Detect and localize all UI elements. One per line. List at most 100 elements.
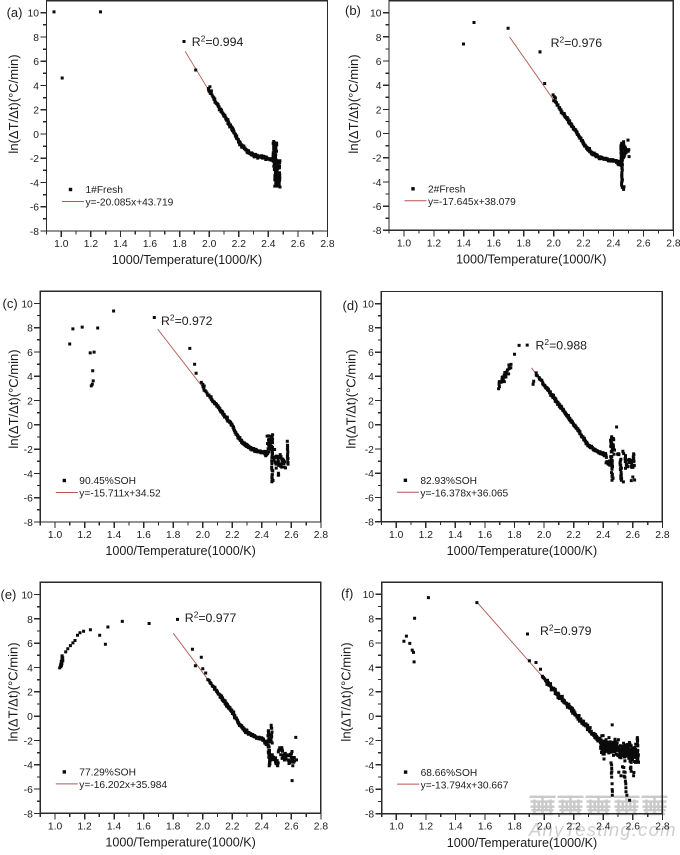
svg-text:8: 8 [376, 33, 382, 44]
svg-text:1000/Temperature(1000/K): 1000/Temperature(1000/K) [105, 544, 256, 558]
svg-text:2.4: 2.4 [606, 238, 621, 249]
svg-text:-6: -6 [30, 203, 39, 214]
svg-text:y=-20.085x+43.719: y=-20.085x+43.719 [86, 198, 174, 209]
svg-text:y=-16.202x+35.984: y=-16.202x+35.984 [79, 780, 167, 791]
svg-text:2: 2 [376, 105, 382, 116]
svg-text:10: 10 [21, 299, 33, 310]
svg-text:8: 8 [368, 324, 374, 335]
svg-text:(d): (d) [343, 298, 359, 313]
svg-text:8: 8 [368, 615, 374, 626]
svg-text:1.0: 1.0 [397, 238, 412, 249]
svg-text:1.2: 1.2 [427, 238, 442, 249]
svg-text:2.2: 2.2 [232, 239, 247, 250]
svg-text:68.66%SOH: 68.66%SOH [421, 768, 478, 779]
svg-text:2#Fresh: 2#Fresh [428, 185, 465, 196]
svg-text:ln(ΔT/Δt)(°C/min): ln(ΔT/Δt)(°C/min) [344, 349, 359, 448]
svg-text:0: 0 [368, 421, 374, 432]
svg-text:90.45%SOH: 90.45%SOH [79, 476, 136, 487]
svg-text:2.8: 2.8 [666, 238, 680, 249]
svg-text:1.8: 1.8 [507, 822, 522, 833]
svg-text:1.8: 1.8 [507, 530, 522, 541]
svg-text:2.0: 2.0 [202, 239, 217, 250]
svg-text:1.4: 1.4 [448, 530, 463, 541]
svg-text:1.0: 1.0 [48, 821, 63, 832]
svg-text:4: 4 [27, 663, 33, 674]
svg-text:2.0: 2.0 [196, 530, 211, 541]
svg-text:6: 6 [33, 57, 39, 68]
svg-text:-8: -8 [365, 810, 374, 821]
svg-text:2.8: 2.8 [655, 822, 670, 833]
svg-text:6: 6 [27, 639, 33, 650]
svg-text:4: 4 [376, 81, 382, 92]
svg-text:6: 6 [376, 57, 382, 68]
svg-text:1.8: 1.8 [172, 239, 187, 250]
svg-text:(c): (c) [3, 296, 18, 311]
svg-text:R2=0.977: R2=0.977 [185, 610, 237, 626]
svg-text:1000/Temperature(1000/K): 1000/Temperature(1000/K) [105, 836, 256, 850]
svg-text:2.4: 2.4 [255, 821, 270, 832]
svg-text:-8: -8 [372, 226, 381, 237]
svg-text:4: 4 [27, 372, 33, 383]
svg-text:1.8: 1.8 [517, 238, 532, 249]
svg-text:2.6: 2.6 [284, 530, 299, 541]
svg-text:1.8: 1.8 [166, 530, 181, 541]
svg-text:2: 2 [27, 688, 33, 699]
svg-text:6: 6 [27, 348, 33, 359]
svg-text:R2=0.972: R2=0.972 [161, 313, 213, 329]
svg-text:0: 0 [33, 130, 39, 141]
svg-text:4: 4 [368, 372, 374, 383]
svg-text:10: 10 [363, 590, 375, 601]
svg-text:y=-16.378x+36.065: y=-16.378x+36.065 [420, 489, 508, 500]
svg-text:-4: -4 [372, 178, 381, 189]
svg-text:R2=0.988: R2=0.988 [536, 337, 588, 353]
svg-text:82.93%SOH: 82.93%SOH [420, 476, 477, 487]
svg-text:-4: -4 [365, 761, 374, 772]
svg-text:1.4: 1.4 [107, 530, 122, 541]
svg-text:y=-15.711x+34.52: y=-15.711x+34.52 [79, 489, 161, 500]
svg-text:2.6: 2.6 [626, 530, 641, 541]
svg-text:1000/Temperature(1000/K): 1000/Temperature(1000/K) [447, 544, 598, 558]
svg-text:R2=0.976: R2=0.976 [551, 35, 603, 51]
svg-text:2.4: 2.4 [596, 822, 611, 833]
svg-text:1.0: 1.0 [389, 530, 404, 541]
svg-text:(e): (e) [1, 587, 17, 602]
svg-text:-2: -2 [365, 736, 374, 747]
svg-text:0: 0 [27, 421, 33, 432]
svg-text:1.2: 1.2 [419, 530, 434, 541]
svg-text:ln(ΔT/Δt)(°C/min): ln(ΔT/Δt)(°C/min) [5, 642, 20, 741]
svg-text:2.4: 2.4 [255, 530, 270, 541]
svg-text:1.8: 1.8 [166, 821, 181, 832]
svg-text:-6: -6 [24, 494, 33, 505]
svg-text:6: 6 [368, 348, 374, 359]
svg-text:-2: -2 [24, 736, 33, 747]
svg-text:0: 0 [376, 130, 382, 141]
svg-text:-4: -4 [30, 178, 39, 189]
svg-text:0: 0 [368, 712, 374, 723]
svg-text:ln(ΔT/Δt)(°C/min): ln(ΔT/Δt)(°C/min) [339, 642, 354, 741]
svg-text:-2: -2 [24, 445, 33, 456]
svg-text:2.0: 2.0 [537, 530, 552, 541]
svg-text:1.6: 1.6 [487, 238, 502, 249]
svg-text:2.0: 2.0 [547, 238, 562, 249]
svg-text:-2: -2 [372, 154, 381, 165]
svg-text:2.2: 2.2 [225, 821, 240, 832]
svg-text:2.6: 2.6 [636, 238, 651, 249]
svg-text:-2: -2 [30, 154, 39, 165]
svg-text:2.0: 2.0 [537, 822, 552, 833]
svg-text:(a): (a) [7, 5, 23, 20]
svg-text:1.2: 1.2 [419, 822, 434, 833]
svg-text:2: 2 [368, 688, 374, 699]
svg-text:2.6: 2.6 [284, 821, 299, 832]
svg-text:2.4: 2.4 [261, 239, 276, 250]
svg-text:2: 2 [33, 106, 39, 117]
svg-text:-6: -6 [372, 202, 381, 213]
svg-text:2.8: 2.8 [655, 530, 670, 541]
svg-text:10: 10 [21, 591, 33, 602]
svg-text:6: 6 [368, 639, 374, 650]
svg-text:2.2: 2.2 [225, 530, 240, 541]
svg-text:2.4: 2.4 [596, 530, 611, 541]
svg-text:-2: -2 [365, 445, 374, 456]
svg-text:10: 10 [362, 300, 374, 311]
svg-text:2.6: 2.6 [291, 239, 306, 250]
svg-text:y=-13.794x+30.667: y=-13.794x+30.667 [421, 780, 509, 791]
